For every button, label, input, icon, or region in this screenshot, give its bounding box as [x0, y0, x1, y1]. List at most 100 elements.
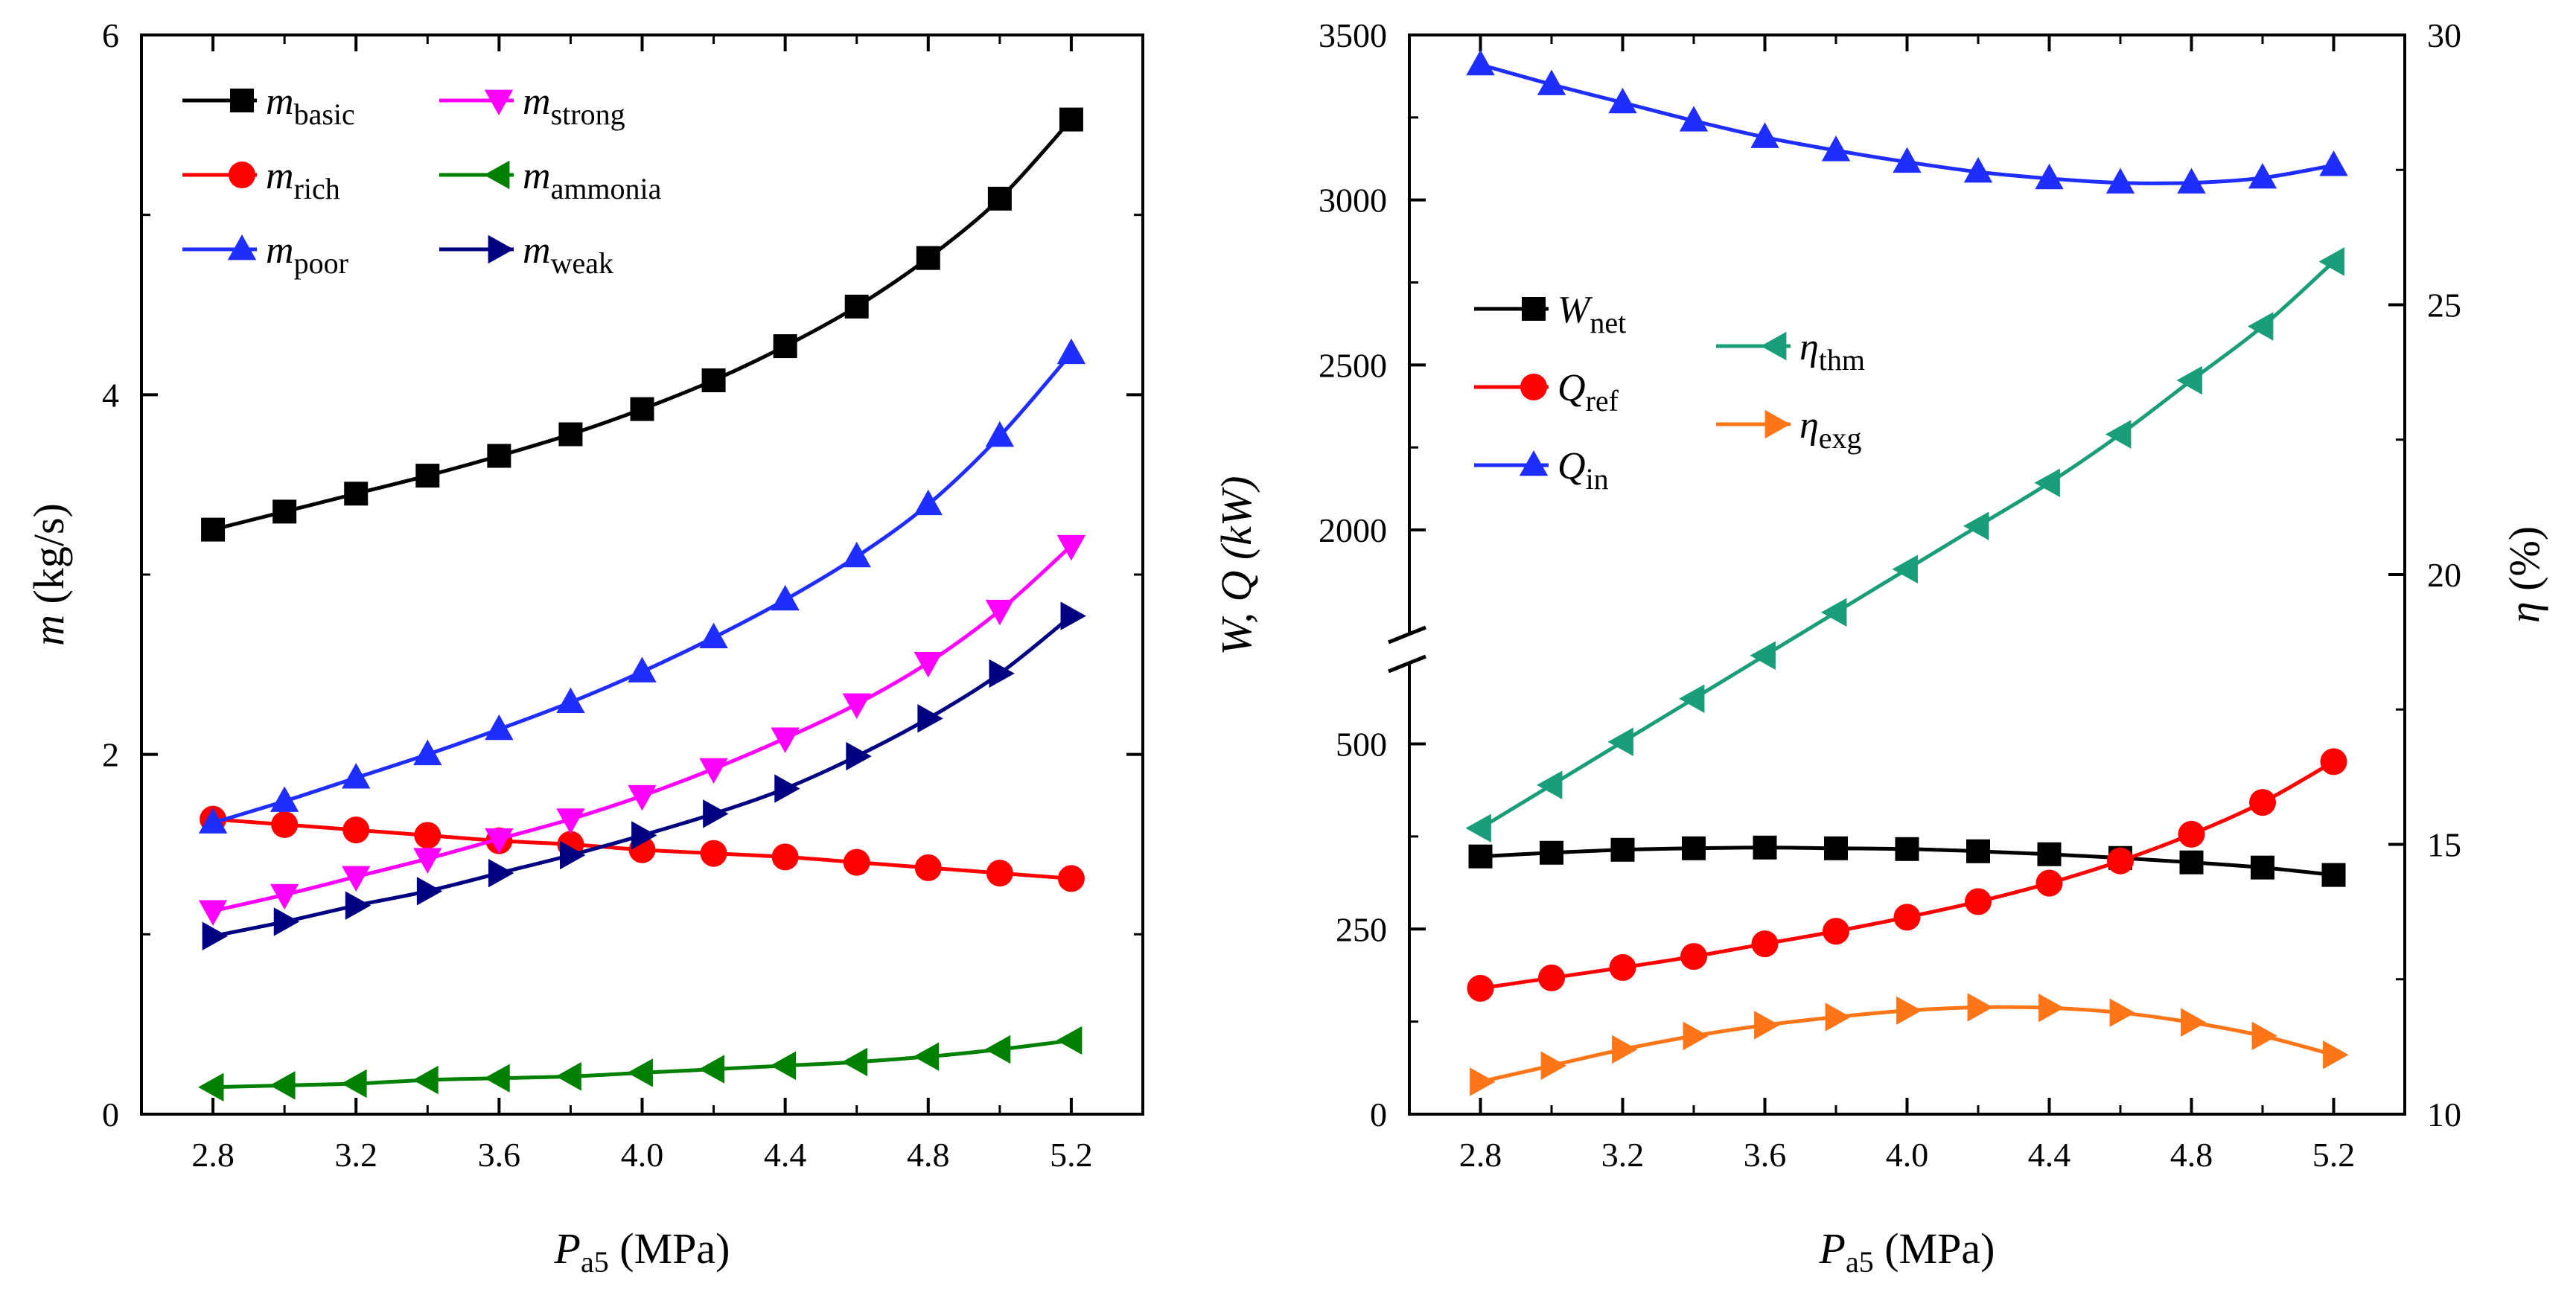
- data-point-ref: [2107, 847, 2134, 875]
- data-point-rich: [843, 848, 870, 876]
- data-point-basic: [630, 397, 654, 421]
- data-point-rich: [986, 860, 1013, 887]
- data-point-poor: [270, 786, 299, 812]
- x-axis-label: Pa5 (MPa): [554, 1224, 730, 1279]
- data-point-ammonia: [341, 1069, 367, 1099]
- data-point-rich: [342, 816, 370, 844]
- data-point-thm: [2034, 468, 2060, 497]
- data-point-strong: [556, 808, 585, 834]
- legend-label-ref: Qref: [1558, 367, 1619, 418]
- axis-break-mark: [1388, 654, 1426, 674]
- data-point-ammonia: [913, 1042, 940, 1071]
- legend-sub: basic: [294, 97, 355, 131]
- data-point-poor: [914, 489, 943, 516]
- series-line-ref: [1480, 760, 2335, 991]
- data-point-basic: [201, 517, 226, 542]
- x-axis-label-symbol: P: [1819, 1224, 1846, 1273]
- data-point-ammonia: [770, 1051, 797, 1080]
- data-point-basic: [701, 368, 726, 392]
- data-point-in: [1679, 106, 1709, 132]
- data-point-strong: [413, 848, 442, 874]
- y-left-tick-label: 2000: [1319, 511, 1387, 549]
- legend-label-in: Qin: [1558, 445, 1609, 496]
- legend-sub: exg: [1819, 421, 1862, 455]
- data-point-weak: [345, 891, 372, 920]
- legend-label-basic: mbasic: [266, 80, 355, 131]
- x-tick-label: 5.2: [2312, 1136, 2356, 1174]
- x-tick-label: 4.4: [764, 1136, 807, 1174]
- legend-marker-net: [1522, 297, 1546, 321]
- data-point-thm: [1607, 727, 1633, 756]
- data-point-exg: [2038, 993, 2065, 1023]
- data-point-in: [1893, 147, 1922, 173]
- data-point-net: [1540, 840, 1563, 865]
- left-chart-panel: 2.8 3.2 3.6 4.0 4.4 4.8 5.2 0 2 4 6 Pa5 (MPa) m (kg/…: [25, 16, 1144, 1279]
- data-point-strong: [699, 758, 728, 784]
- data-point-weak: [560, 840, 586, 870]
- data-point-ammonia: [698, 1055, 724, 1084]
- y-right-axis-label: η (%): [2500, 526, 2548, 623]
- data-point-ref: [1965, 888, 1992, 915]
- axis-break-mark: [1388, 625, 1426, 645]
- data-point-net: [2037, 842, 2062, 866]
- legend-marker-thm: [1761, 331, 1787, 361]
- y-left-tick-label: 3000: [1319, 182, 1387, 220]
- data-point-exg: [2109, 998, 2135, 1027]
- data-point-poor: [771, 584, 800, 611]
- data-point-weak: [631, 821, 657, 850]
- legend-symbol: m: [266, 155, 294, 197]
- data-point-ref: [1680, 943, 1707, 971]
- data-point-basic: [344, 482, 369, 506]
- data-point-ref: [1467, 974, 1494, 1002]
- data-point-in: [1963, 156, 1993, 183]
- legend-label-net: Wnet: [1558, 289, 1626, 339]
- x-tick-label: 3.2: [334, 1136, 377, 1174]
- data-point-rich: [914, 854, 942, 881]
- data-point-strong: [198, 900, 228, 926]
- legend-symbol: m: [523, 155, 551, 197]
- y-tick-label: 6: [102, 16, 119, 54]
- data-point-poor: [556, 687, 585, 713]
- x-axis-label-symbol: P: [554, 1224, 581, 1273]
- y-left-tick-label: 500: [1336, 726, 1387, 764]
- data-point-in: [1750, 122, 1779, 148]
- data-point-ref: [2178, 820, 2205, 848]
- right-chart-panel: 2.8 3.2 3.6 4.0 4.4 4.8 5.2 0 250 500 2000 2500 3000…: [1212, 16, 2548, 1279]
- data-point-ammonia: [1056, 1026, 1083, 1055]
- y-left-axis-label: W, Q (kW): [1212, 476, 1260, 655]
- data-point-rich: [700, 840, 727, 867]
- data-point-in: [2035, 163, 2064, 190]
- data-point-ammonia: [841, 1047, 868, 1077]
- data-point-in: [2177, 167, 2206, 194]
- data-point-exg: [1754, 1011, 1780, 1040]
- legend-marker-strong: [484, 89, 514, 115]
- x-axis-label-sub: a5: [581, 1245, 609, 1279]
- legend-marker-in: [1519, 450, 1549, 476]
- data-point-weak: [917, 704, 943, 733]
- data-point-thm: [2318, 247, 2344, 276]
- data-point-net: [1682, 836, 1706, 860]
- data-point-net: [2179, 850, 2204, 875]
- series-line-thm: [1479, 260, 2336, 830]
- legend-symbol: η: [1799, 326, 1819, 368]
- y-left-tick-label: 0: [1370, 1096, 1387, 1134]
- y-right-tick-label: 20: [2427, 556, 2461, 594]
- data-point-ref: [2035, 869, 2063, 897]
- data-point-exg: [1825, 1003, 1851, 1032]
- legend-sub: weak: [551, 246, 613, 280]
- data-point-ref: [1823, 918, 1849, 945]
- legend-symbol: Q: [1558, 445, 1586, 487]
- legend-sub: ref: [1586, 384, 1619, 418]
- data-point-basic: [773, 334, 797, 359]
- legend-sub: poor: [294, 246, 348, 280]
- data-point-exg: [2323, 1040, 2349, 1070]
- data-point-thm: [2248, 312, 2274, 341]
- data-point-exg: [1470, 1067, 1496, 1096]
- data-point-weak: [416, 877, 443, 906]
- data-point-ref: [1538, 964, 1565, 991]
- data-point-net: [1610, 837, 1635, 862]
- legend-symbol: m: [523, 80, 551, 123]
- data-point-weak: [846, 741, 872, 771]
- data-point-basic: [844, 294, 869, 319]
- data-point-ammonia: [198, 1072, 224, 1102]
